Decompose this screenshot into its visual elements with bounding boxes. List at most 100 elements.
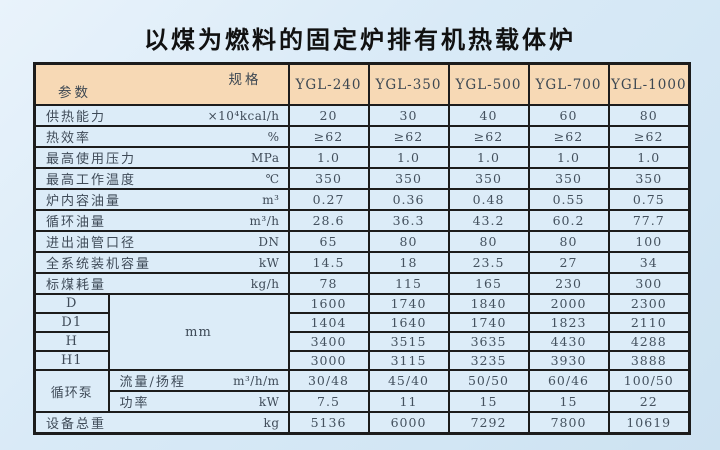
param-name: 热效率 (46, 131, 92, 146)
value-cell: 36.3 (367, 209, 450, 232)
value-cell: 65 (287, 230, 370, 253)
value-cell: 2000 (527, 293, 610, 314)
value-cell: 3235 (447, 350, 530, 371)
value-cell: 2110 (607, 312, 691, 333)
param-cell: 设备总重 kg (33, 411, 290, 435)
param-unit: kg/h (250, 276, 280, 291)
value-cell: 30 (367, 104, 450, 127)
value-cell: 300 (607, 272, 691, 295)
param-name: 全系统装机容量 (46, 257, 152, 272)
value-cell: 6000 (367, 411, 450, 435)
dimension-label: H1 (33, 350, 110, 371)
value-cell: 350 (607, 167, 691, 190)
value-cell: 1.0 (287, 146, 370, 169)
value-cell: 15 (527, 390, 610, 413)
value-cell: 115 (367, 272, 450, 295)
value-cell: 0.55 (527, 188, 610, 211)
value-cell: ≥62 (607, 125, 691, 148)
value-cell: 0.48 (447, 188, 530, 211)
value-cell: 3635 (447, 331, 530, 352)
value-cell: 165 (447, 272, 530, 295)
value-cell: 7800 (527, 411, 610, 435)
value-cell: 1640 (367, 312, 450, 333)
value-cell: 0.27 (287, 188, 370, 211)
spec-row: 热效率% ≥62 ≥62 ≥62 ≥62 ≥62 (33, 125, 691, 148)
param-name: 设备总重 (46, 417, 107, 432)
value-cell: ≥62 (287, 125, 370, 148)
param-unit: kW (258, 255, 280, 270)
value-cell: 10619 (607, 411, 691, 435)
param-name: 循环油量 (46, 215, 107, 230)
param-unit: kW (258, 394, 280, 409)
value-cell: 80 (527, 230, 610, 253)
value-cell: 18 (367, 251, 450, 274)
spec-row: 炉内容油量 m³ 0.27 0.36 0.48 0.55 0.75 (33, 188, 691, 211)
value-cell: 3515 (367, 331, 450, 352)
page-title: 以煤为燃料的固定炉排有机热载体炉 (144, 26, 576, 54)
param-cell: 循环油量 m³/h (33, 209, 290, 232)
value-cell: 0.75 (607, 188, 691, 211)
param-cell: 全系统装机容量 kW (33, 251, 290, 274)
value-cell: 4430 (527, 331, 610, 352)
param-unit: kg (263, 415, 280, 430)
corner-param-label: 参数 (58, 85, 91, 101)
value-cell: 3930 (527, 350, 610, 371)
param-unit: MPa (251, 150, 280, 165)
value-cell: ≥62 (527, 125, 610, 148)
param-cell: 流量/扬程 m³/h/m (107, 369, 290, 392)
value-cell: 1.0 (607, 146, 691, 169)
param-cell: 标煤耗量 kg/h (33, 272, 290, 295)
value-cell: 4288 (607, 331, 691, 352)
spec-row: 进出油管口径 DN 65 80 80 80 100 (33, 230, 691, 253)
pump-label: 循环泵 (33, 369, 110, 413)
param-unit: m³/h (249, 213, 280, 228)
value-cell: 350 (447, 167, 530, 190)
model-header: YGL-240 (287, 62, 370, 106)
model-header: YGL-1000 (607, 62, 691, 106)
value-cell: 1.0 (527, 146, 610, 169)
value-cell: 3115 (367, 350, 450, 371)
value-cell: 100/50 (607, 369, 691, 392)
model-header: YGL-350 (367, 62, 450, 106)
param-unit: DN (258, 234, 280, 249)
param-cell: 进出油管口径 DN (33, 230, 290, 253)
value-cell: 3888 (607, 350, 691, 371)
value-cell: ≥62 (447, 125, 530, 148)
value-cell: 40 (447, 104, 530, 127)
value-cell: 78 (287, 272, 370, 295)
value-cell: 230 (527, 272, 610, 295)
spec-table: 规格 参数 YGL-240 YGL-350 YGL-500 YGL-700 YGL-10… (33, 62, 691, 435)
value-cell: 350 (287, 167, 370, 190)
param-cell: 最高工作温度 ℃ (33, 167, 290, 190)
value-cell: 350 (527, 167, 610, 190)
corner-cell: 规格 参数 (33, 62, 290, 106)
param-cell: 炉内容油量 m³ (33, 188, 290, 211)
value-cell: 60/46 (527, 369, 610, 392)
value-cell: 3000 (287, 350, 370, 371)
param-unit: m³ (262, 192, 280, 207)
value-cell: 1404 (287, 312, 370, 333)
value-cell: 22 (607, 390, 691, 413)
dimension-unit-cell: mm (107, 293, 290, 371)
param-cell: 热效率% (33, 125, 290, 148)
param-name: 进出油管口径 (46, 236, 137, 251)
value-cell: 23.5 (447, 251, 530, 274)
value-cell: 60 (527, 104, 610, 127)
spec-row: 供热能力 ×10⁴kcal/h 20 30 40 60 80 (33, 104, 691, 127)
pump-row: 循环泵 流量/扬程 m³/h/m 30/48 45/40 50/50 60/46 100/50 (33, 369, 691, 413)
value-cell: 14.5 (287, 251, 370, 274)
corner-spec-label: 规格 (228, 72, 262, 88)
spec-row: 全系统装机容量 kW 14.5 18 23.5 27 34 (33, 251, 691, 274)
param-cell: 供热能力 ×10⁴kcal/h (33, 104, 290, 127)
dimension-label: H (33, 331, 110, 352)
value-cell: 1.0 (367, 146, 450, 169)
param-name: 炉内容油量 (46, 194, 122, 209)
value-cell: 1740 (367, 293, 450, 314)
value-cell: 20 (287, 104, 370, 127)
dimension-label: D (33, 293, 110, 314)
value-cell: 1.0 (447, 146, 530, 169)
param-name: 功率 (119, 396, 150, 411)
dimension-row: H1 3000 3115 3235 3930 3888 (33, 350, 691, 371)
